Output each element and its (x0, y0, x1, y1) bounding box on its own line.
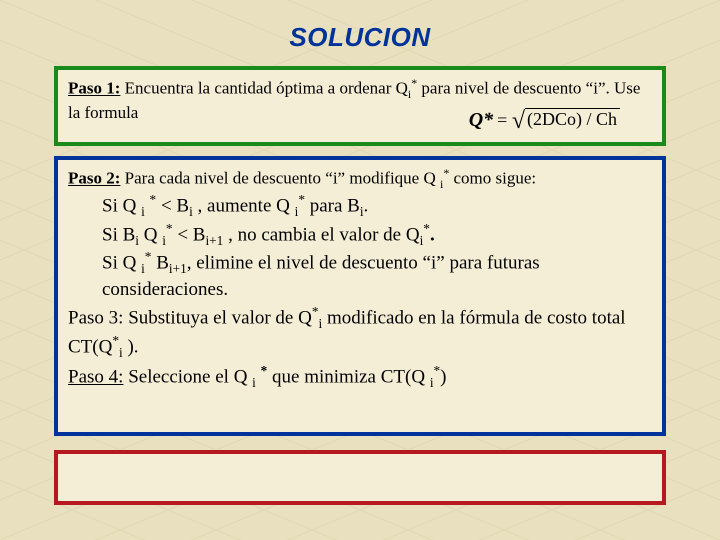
rule2-star1: * (166, 221, 173, 236)
paso2-text: Para cada nivel de descuento “i” modifiq… (120, 169, 440, 188)
rule2-d: , no cambia el valor de Q (223, 224, 419, 245)
rule1-a: Si Q (102, 195, 141, 216)
paso1-label: Paso 1: (68, 79, 120, 98)
formula-lhs: Q* (469, 109, 493, 131)
rule2-c: < B (173, 224, 206, 245)
paso4-line: Paso 4: Seleccione el Q i * que minimiza… (68, 363, 652, 392)
formula-rhs: (2DCo) / Ch (525, 108, 620, 130)
rule2-star2: * (423, 221, 430, 236)
rule2-a: Si B (102, 224, 135, 245)
rule3-line: Si Q i* Bi+1, elimine el nivel de descue… (102, 249, 652, 301)
slide-title: SOLUCION (0, 22, 720, 53)
paso2-box: Paso 2: Para cada nivel de descuento “i”… (54, 156, 666, 436)
paso3-star2: * (112, 333, 119, 348)
slide: SOLUCION Paso 1: Encuentra la cantidad ó… (0, 0, 720, 540)
paso1-text-a: Encuentra la cantidad óptima a ordenar Q (120, 79, 407, 98)
paso2-label: Paso 2: (68, 169, 120, 188)
rule1-star2: * (298, 192, 305, 207)
paso4-b: que minimiza CT(Q (267, 367, 430, 388)
rule1-e: . (364, 195, 369, 216)
paso3-label: Paso 3: (68, 307, 123, 328)
rule3-sub2: i+1 (169, 262, 187, 277)
rule3-a: Si Q (102, 253, 141, 274)
paso-red-box (54, 450, 666, 505)
rule3-b: B (151, 253, 168, 274)
paso3-a: Substituya el valor de Q (123, 307, 311, 328)
rule2-b: Q (139, 224, 162, 245)
rule2-sub3: i+1 (205, 233, 223, 248)
paso4-label: Paso 4: (68, 367, 123, 388)
formula-qstar: Q* = √(2DCo) / Ch (469, 108, 620, 135)
paso2-line: Paso 2: Para cada nivel de descuento “i”… (68, 166, 652, 192)
rule1-line: Si Q i * < Bi , aumente Q i* para Bi. (102, 192, 652, 221)
paso2-tail: como sigue: (449, 169, 536, 188)
rule2-e: . (430, 224, 435, 245)
paso3-c: ). (123, 336, 139, 357)
rule1-b: < B (156, 195, 189, 216)
rule1-d: para B (305, 195, 360, 216)
sqrt-icon: √(2DCo) / Ch (512, 108, 620, 135)
formula-equals: = (497, 110, 512, 130)
rule2-line: Si Bi Q i* < Bi+1 , no cambia el valor d… (102, 221, 652, 250)
paso3-line: Paso 3: Substituya el valor de Q*i modif… (68, 304, 652, 361)
paso4-c: ) (440, 367, 446, 388)
paso4-a: Seleccione el Q (123, 367, 252, 388)
rule1-c: , aumente Q (193, 195, 295, 216)
